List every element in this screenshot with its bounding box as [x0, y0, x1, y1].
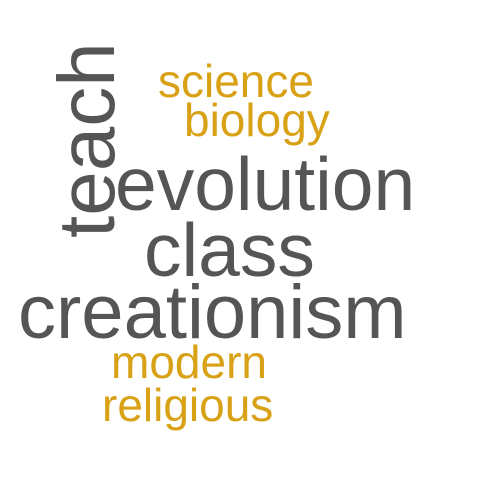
word-religious: religious — [102, 379, 274, 431]
word-creationism: creationism — [18, 270, 407, 355]
word-modern: modern — [111, 336, 267, 388]
word-class: class — [144, 208, 315, 292]
word-evolution: evolution — [115, 142, 416, 226]
word-biology: biology — [184, 94, 330, 146]
word-science: science — [158, 55, 314, 107]
